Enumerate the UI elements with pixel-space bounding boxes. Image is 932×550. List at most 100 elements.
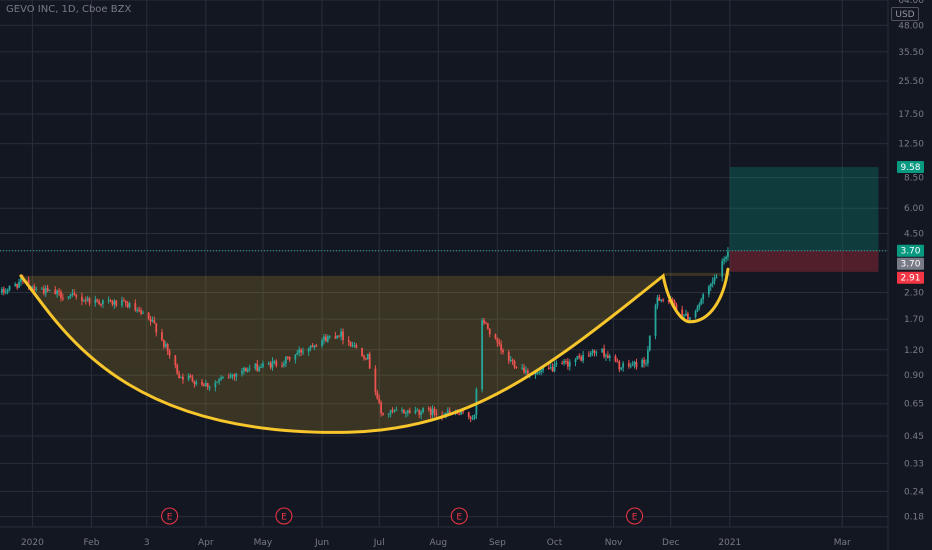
candle-body bbox=[260, 367, 262, 369]
earnings-label: E bbox=[167, 513, 173, 523]
candle-body bbox=[485, 323, 487, 325]
y-tick-label: 8.50 bbox=[904, 174, 924, 184]
candle-body bbox=[273, 361, 276, 363]
x-tick-label: Mar bbox=[834, 538, 851, 548]
candle-body bbox=[688, 317, 691, 323]
candle-body bbox=[244, 367, 247, 372]
candle-body bbox=[4, 292, 7, 294]
candle-body bbox=[582, 355, 585, 361]
candle-body bbox=[414, 410, 417, 414]
candle-body bbox=[168, 351, 171, 356]
candle-body bbox=[631, 364, 634, 366]
candle-body bbox=[715, 276, 718, 279]
candle-body bbox=[723, 259, 726, 261]
candle-body bbox=[446, 410, 449, 413]
earnings-marker bbox=[161, 507, 179, 525]
candle-body bbox=[298, 349, 301, 353]
candle-body bbox=[721, 260, 724, 277]
candle-body bbox=[673, 301, 676, 305]
candle-body bbox=[193, 381, 196, 385]
candle-body bbox=[122, 300, 125, 302]
candle-body bbox=[202, 384, 205, 387]
candle-body bbox=[189, 375, 192, 378]
candle-body bbox=[595, 352, 598, 354]
candle-body bbox=[521, 367, 524, 369]
candle-body bbox=[208, 387, 211, 389]
candle-body bbox=[509, 360, 512, 362]
candle-body bbox=[256, 363, 259, 371]
x-tick-label: Sep bbox=[489, 538, 506, 548]
candle-body bbox=[500, 344, 503, 351]
candle-body bbox=[328, 336, 331, 338]
candle-body bbox=[551, 367, 554, 372]
price-axis[interactable]: 64.00 48.00 35.50 25.50 17.50 12.50 8.50 6.00 4.… bbox=[887, 0, 924, 550]
price-label-text-last: 3.70 bbox=[900, 247, 920, 257]
candle-body bbox=[18, 281, 20, 288]
currency-button[interactable]: USD bbox=[891, 7, 919, 21]
candle-body bbox=[403, 409, 405, 414]
candle-body bbox=[380, 402, 383, 413]
candle-body bbox=[542, 367, 544, 371]
candle-body bbox=[115, 300, 118, 306]
candle-body bbox=[566, 361, 569, 367]
candle-body bbox=[576, 355, 579, 360]
candle-body bbox=[608, 355, 611, 358]
candle-body bbox=[33, 286, 36, 291]
candle-body bbox=[227, 377, 230, 379]
candle-body bbox=[702, 294, 705, 300]
candle-body bbox=[275, 361, 278, 366]
candle-body bbox=[404, 412, 407, 414]
candle-body bbox=[109, 300, 112, 302]
candle-body bbox=[248, 368, 251, 370]
candle-body bbox=[162, 340, 165, 347]
candle-body bbox=[374, 368, 377, 393]
x-tick-label: 2020 bbox=[21, 538, 44, 548]
candle-body bbox=[271, 361, 274, 368]
candle-body bbox=[483, 320, 485, 324]
candle-body bbox=[395, 410, 398, 412]
candle-body bbox=[313, 345, 316, 348]
x-tick-label: 2021 bbox=[718, 538, 741, 548]
candle-body bbox=[711, 281, 714, 284]
candle-body bbox=[231, 374, 234, 376]
candle-body bbox=[700, 299, 703, 305]
candle-body bbox=[71, 293, 74, 295]
candle-body bbox=[469, 416, 472, 419]
candle-body bbox=[353, 345, 356, 347]
candle-body bbox=[86, 298, 89, 301]
candle-body bbox=[420, 412, 423, 415]
candle-body bbox=[408, 410, 411, 414]
candle-body bbox=[178, 373, 181, 378]
candle-body bbox=[563, 361, 565, 364]
candle-body bbox=[473, 414, 476, 419]
candle-body bbox=[161, 332, 163, 341]
time-axis[interactable]: 2020 Feb 3 Apr May Jun Jul Aug Sep Oct Nov Dec 2021 M… bbox=[0, 526, 888, 548]
candle-body bbox=[220, 377, 222, 380]
candle-body bbox=[136, 310, 139, 312]
candle-body bbox=[149, 318, 152, 322]
candle-body bbox=[401, 409, 403, 411]
candle-body bbox=[267, 363, 270, 365]
candle-body bbox=[660, 299, 663, 301]
candle-body bbox=[643, 359, 645, 364]
candle-body bbox=[342, 331, 344, 340]
candle-body bbox=[368, 353, 371, 369]
candle-body bbox=[111, 301, 114, 305]
candle-body bbox=[84, 300, 87, 302]
candle-body bbox=[323, 336, 325, 341]
candle-body bbox=[502, 350, 504, 353]
candle-body bbox=[174, 355, 177, 365]
candle-body bbox=[683, 315, 686, 317]
candle-body bbox=[725, 257, 727, 260]
candle-body bbox=[431, 408, 434, 416]
y-tick-label: 0.24 bbox=[904, 487, 924, 497]
candle-body bbox=[591, 350, 594, 354]
candle-body bbox=[233, 374, 236, 377]
candle-body bbox=[100, 303, 102, 305]
earnings-label: E bbox=[632, 513, 638, 523]
candle-body bbox=[458, 414, 461, 416]
candle-body bbox=[627, 363, 630, 367]
candle-body bbox=[166, 343, 169, 352]
candle-body bbox=[180, 376, 182, 378]
